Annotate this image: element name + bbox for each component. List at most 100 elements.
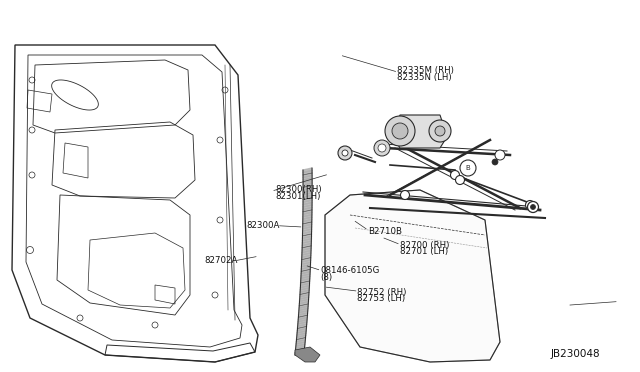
- Polygon shape: [301, 258, 311, 262]
- Polygon shape: [297, 333, 306, 337]
- Polygon shape: [303, 217, 312, 221]
- Polygon shape: [295, 351, 304, 355]
- Polygon shape: [301, 279, 310, 283]
- Circle shape: [435, 126, 445, 136]
- Polygon shape: [301, 274, 310, 278]
- Polygon shape: [298, 317, 307, 322]
- Polygon shape: [296, 346, 305, 351]
- Polygon shape: [302, 248, 311, 253]
- Polygon shape: [300, 295, 309, 299]
- Polygon shape: [299, 306, 308, 310]
- Polygon shape: [299, 304, 308, 308]
- Polygon shape: [303, 205, 312, 209]
- Polygon shape: [303, 193, 312, 197]
- Polygon shape: [395, 115, 445, 148]
- Circle shape: [451, 170, 460, 180]
- Polygon shape: [303, 173, 312, 177]
- Polygon shape: [302, 241, 311, 246]
- Circle shape: [527, 202, 538, 212]
- Circle shape: [392, 123, 408, 139]
- Polygon shape: [295, 349, 305, 353]
- Circle shape: [531, 205, 536, 209]
- Polygon shape: [303, 178, 312, 182]
- Text: 82753 (LH): 82753 (LH): [357, 294, 405, 303]
- Polygon shape: [303, 190, 312, 195]
- Polygon shape: [301, 281, 310, 285]
- Circle shape: [492, 159, 498, 165]
- Polygon shape: [302, 246, 311, 250]
- Circle shape: [338, 146, 352, 160]
- Text: 82701 (LH): 82701 (LH): [400, 247, 448, 256]
- Polygon shape: [303, 200, 312, 205]
- Polygon shape: [301, 272, 310, 276]
- Polygon shape: [300, 288, 309, 292]
- Polygon shape: [301, 276, 310, 280]
- Circle shape: [385, 116, 415, 146]
- Circle shape: [456, 176, 465, 185]
- Polygon shape: [303, 188, 312, 192]
- Polygon shape: [295, 351, 304, 355]
- Polygon shape: [303, 183, 312, 187]
- Text: 82335M (RH): 82335M (RH): [397, 66, 454, 75]
- Text: 82702A: 82702A: [205, 256, 238, 265]
- Polygon shape: [301, 264, 310, 269]
- Polygon shape: [296, 342, 305, 346]
- Polygon shape: [303, 229, 312, 234]
- Polygon shape: [303, 180, 312, 185]
- Text: 82700 (RH): 82700 (RH): [400, 241, 449, 250]
- Polygon shape: [303, 185, 312, 190]
- Circle shape: [495, 150, 505, 160]
- Polygon shape: [303, 210, 312, 214]
- Polygon shape: [300, 283, 310, 288]
- Polygon shape: [301, 267, 310, 271]
- Polygon shape: [303, 208, 312, 212]
- Circle shape: [374, 140, 390, 156]
- Polygon shape: [303, 234, 312, 238]
- Polygon shape: [303, 215, 312, 219]
- Circle shape: [401, 190, 410, 199]
- Polygon shape: [300, 297, 308, 301]
- Polygon shape: [297, 331, 306, 335]
- Polygon shape: [303, 224, 312, 229]
- Text: JB230048: JB230048: [550, 349, 600, 359]
- Polygon shape: [303, 227, 312, 231]
- Text: B2710B: B2710B: [368, 227, 402, 236]
- Polygon shape: [298, 327, 307, 331]
- Polygon shape: [301, 262, 310, 267]
- Polygon shape: [302, 253, 311, 257]
- Circle shape: [525, 201, 534, 209]
- Circle shape: [342, 150, 348, 156]
- Circle shape: [460, 160, 476, 176]
- Polygon shape: [301, 269, 310, 274]
- Polygon shape: [303, 231, 312, 236]
- Polygon shape: [302, 251, 311, 255]
- Polygon shape: [299, 308, 308, 313]
- Text: 82301(LH): 82301(LH): [275, 192, 321, 201]
- Polygon shape: [298, 320, 307, 324]
- Polygon shape: [299, 311, 308, 315]
- Polygon shape: [301, 255, 311, 260]
- Polygon shape: [298, 324, 307, 328]
- Polygon shape: [300, 290, 309, 295]
- Polygon shape: [296, 340, 305, 344]
- Polygon shape: [300, 286, 309, 290]
- Polygon shape: [303, 168, 312, 173]
- Polygon shape: [301, 260, 310, 264]
- Circle shape: [378, 144, 386, 152]
- Polygon shape: [298, 313, 308, 317]
- Text: B: B: [466, 165, 470, 171]
- Polygon shape: [298, 322, 307, 326]
- Polygon shape: [300, 302, 308, 306]
- Polygon shape: [303, 176, 312, 180]
- Text: 82300A: 82300A: [246, 221, 280, 230]
- Polygon shape: [298, 315, 307, 320]
- Text: 82300(RH): 82300(RH): [275, 185, 322, 194]
- Polygon shape: [300, 299, 308, 304]
- Polygon shape: [303, 219, 312, 224]
- Polygon shape: [295, 347, 320, 362]
- Polygon shape: [303, 222, 312, 226]
- Text: 82335N (LH): 82335N (LH): [397, 73, 451, 81]
- Polygon shape: [297, 329, 307, 333]
- Text: 08146-6105G: 08146-6105G: [320, 266, 380, 275]
- Polygon shape: [302, 243, 311, 248]
